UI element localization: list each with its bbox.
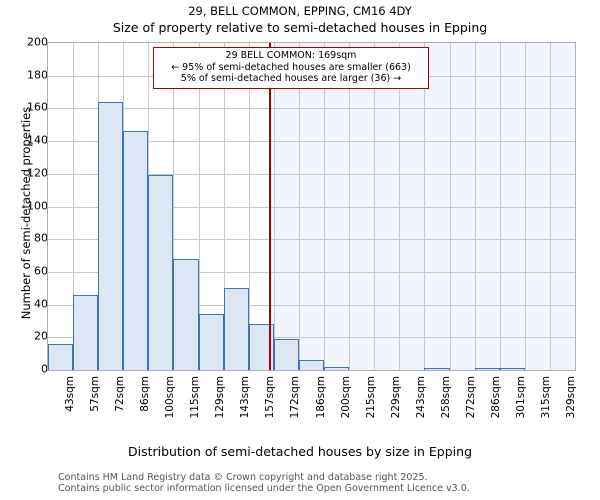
histogram-bar	[424, 368, 450, 370]
histogram-bar	[98, 101, 124, 370]
y-axis-tick-label: 80	[34, 231, 48, 245]
gridline-vertical	[424, 43, 426, 370]
y-axis-tick-label: 140	[27, 133, 48, 147]
gridline-vertical	[524, 43, 526, 370]
annotation-line-1: 29 BELL COMMON: 169sqm	[225, 50, 357, 61]
gridline-horizontal	[48, 141, 575, 143]
gridline-horizontal	[48, 337, 575, 339]
y-axis-tick-label: 160	[27, 100, 48, 114]
x-axis-tick-label: 301sqm	[515, 376, 528, 419]
x-axis-tick-label: 172sqm	[289, 376, 302, 419]
y-axis-tick-label: 20	[34, 329, 48, 343]
gridline-vertical	[73, 43, 75, 370]
x-axis-tick-label: 272sqm	[465, 376, 478, 419]
annotation-line-3: 5% of semi-detached houses are larger (3…	[180, 73, 402, 84]
x-axis-tick-label: 200sqm	[339, 376, 352, 419]
y-axis-tick-label: 60	[34, 264, 48, 278]
x-axis-tick-label: 315sqm	[540, 376, 553, 419]
y-axis-tick-label: 180	[27, 68, 48, 82]
gridline-vertical	[549, 43, 551, 370]
gridline-vertical	[349, 43, 351, 370]
x-axis-tick-label: 86sqm	[138, 376, 151, 412]
histogram-bar	[474, 368, 500, 370]
gridline-vertical	[273, 43, 275, 370]
x-axis-tick-label: 229sqm	[389, 376, 402, 419]
gridline-vertical	[374, 43, 376, 370]
histogram-bar	[173, 258, 199, 370]
x-axis-tick-label: 115sqm	[189, 376, 202, 419]
gridline-vertical	[499, 43, 501, 370]
gridline-vertical	[399, 43, 401, 370]
x-axis-tick-label: 43sqm	[63, 376, 76, 412]
gridline-horizontal	[48, 108, 575, 110]
gridline-vertical	[298, 43, 300, 370]
footer-attribution: Contains HM Land Registry data © Crown c…	[58, 472, 470, 494]
x-axis-tick-label: 143sqm	[239, 376, 252, 419]
gridline-horizontal	[48, 206, 575, 208]
x-axis-tick-label: 258sqm	[439, 376, 452, 419]
histogram-bar	[499, 368, 525, 370]
histogram-bar	[148, 175, 174, 370]
annotation-box: 29 BELL COMMON: 169sqm ← 95% of semi-det…	[153, 47, 429, 89]
gridline-vertical	[173, 43, 175, 370]
histogram-bar	[123, 131, 149, 370]
chart-title-block: 29, BELL COMMON, EPPING, CM16 4DY Size o…	[0, 4, 600, 36]
footer-line-1: Contains HM Land Registry data © Crown c…	[58, 472, 428, 483]
x-axis-tick-label: 129sqm	[214, 376, 227, 419]
x-axis-title: Distribution of semi-detached houses by …	[127, 444, 473, 459]
annotation-line-2: ← 95% of semi-detached houses are smalle…	[171, 61, 411, 73]
gridline-horizontal	[48, 271, 575, 273]
gridline-horizontal	[48, 239, 575, 241]
y-axis-tick-label: 0	[41, 362, 48, 376]
y-axis-tick-label: 120	[27, 166, 48, 180]
gridline-vertical	[198, 43, 200, 370]
histogram-bar	[223, 288, 249, 370]
y-axis-title: Number of semi-detached properties	[19, 106, 33, 320]
gridline-vertical	[449, 43, 451, 370]
gridline-vertical	[324, 43, 326, 370]
gridline-vertical	[248, 43, 250, 370]
gridline-vertical	[223, 43, 225, 370]
histogram-bar	[48, 343, 74, 370]
histogram-bar	[273, 338, 299, 370]
gridline-horizontal	[48, 304, 575, 306]
x-axis-tick-label: 157sqm	[264, 376, 277, 419]
y-axis-tick-label: 100	[27, 199, 48, 212]
x-axis-tick-label: 100sqm	[163, 376, 176, 419]
page-title: 29, BELL COMMON, EPPING, CM16 4DY	[188, 4, 412, 18]
y-axis-tick-label: 200	[27, 35, 48, 49]
gridline-horizontal	[48, 173, 575, 175]
histogram-bar	[73, 294, 99, 370]
x-axis-tick-label: 243sqm	[414, 376, 427, 419]
plot-area	[47, 42, 576, 371]
x-axis-tick-label: 215sqm	[364, 376, 377, 419]
histogram-bar	[324, 366, 350, 370]
chart-subtitle: Size of property relative to semi-detach…	[112, 20, 488, 35]
x-axis-tick-label: 286sqm	[490, 376, 503, 419]
x-axis-tick-label: 57sqm	[88, 376, 101, 412]
y-axis-tick-label: 40	[34, 297, 48, 311]
x-axis-tick-label: 72sqm	[113, 376, 126, 412]
histogram-bar	[298, 360, 325, 370]
property-marker-line	[268, 43, 271, 370]
footer-line-2: Contains public sector information licen…	[58, 483, 470, 494]
x-axis-tick-label: 329sqm	[565, 376, 578, 419]
x-axis-tick-label: 186sqm	[314, 376, 327, 419]
histogram-bar	[198, 314, 224, 370]
gridline-vertical	[474, 43, 476, 370]
